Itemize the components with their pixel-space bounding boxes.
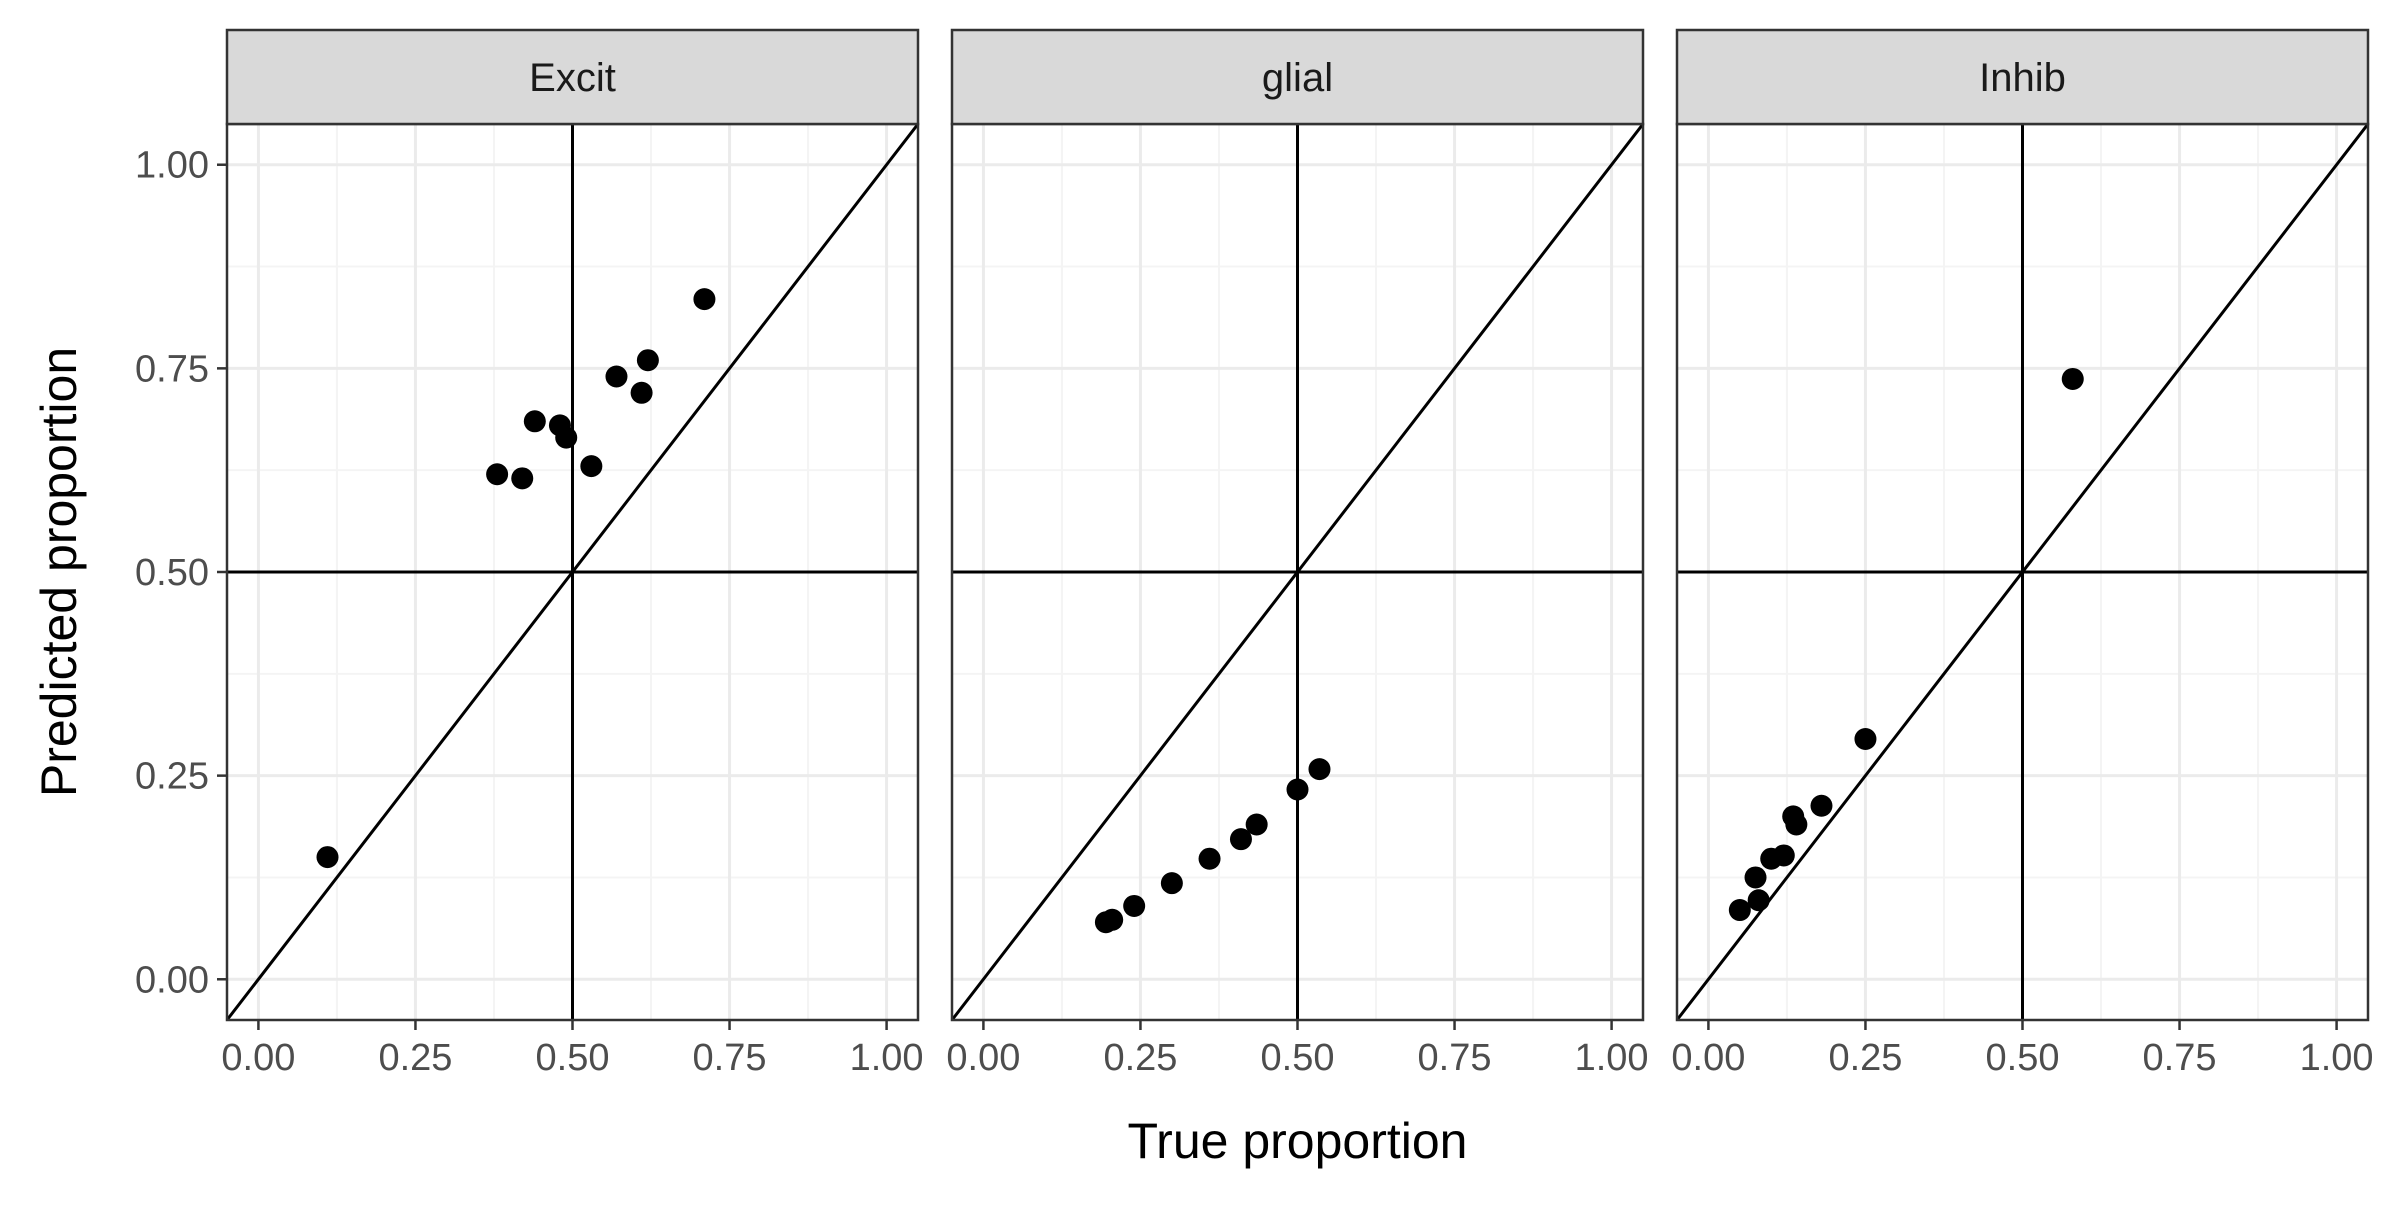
x-tick-label: 1.00 <box>850 1037 924 1079</box>
x-tick-label: 0.50 <box>536 1037 610 1079</box>
data-point-glial-3 <box>1123 894 1146 917</box>
facet-strip-inhib <box>1675 28 2370 126</box>
y-axis-title: Predicted proportion <box>31 347 87 797</box>
data-point-excit-8 <box>605 365 628 388</box>
data-point-glial-6 <box>1229 828 1252 851</box>
data-point-glial-5 <box>1198 847 1221 870</box>
data-point-glial-4 <box>1160 872 1183 895</box>
facet-strip-glial <box>950 28 1645 126</box>
data-point-excit-2 <box>486 463 509 486</box>
y-tick-label: 0.00 <box>135 959 209 1001</box>
identity-line <box>225 123 920 1021</box>
x-tick-label: 0.00 <box>946 1037 1020 1079</box>
x-tick-label: 1.00 <box>1575 1037 1649 1079</box>
y-tick-label: 0.75 <box>135 348 209 390</box>
data-point-excit-6 <box>555 426 578 449</box>
identity-line <box>1675 123 2370 1021</box>
data-point-glial-7 <box>1245 813 1268 836</box>
facet-strip-excit <box>225 28 920 126</box>
data-point-inhib-3 <box>1747 889 1770 912</box>
x-tick-label: 0.75 <box>1418 1037 1492 1079</box>
data-point-inhib-7 <box>1785 813 1808 836</box>
facet-strip-label-excit: Excit <box>529 56 616 100</box>
data-point-inhib-5 <box>1772 844 1795 867</box>
data-point-inhib-9 <box>1854 727 1877 750</box>
data-point-inhib-10 <box>2061 367 2084 390</box>
data-point-inhib-1 <box>1728 899 1751 922</box>
data-point-inhib-8 <box>1810 794 1833 817</box>
data-point-excit-7 <box>580 455 603 478</box>
data-point-excit-10 <box>636 349 659 372</box>
data-point-excit-4 <box>523 410 546 433</box>
x-tick-label: 0.25 <box>1828 1037 1902 1079</box>
x-axis-title: True proportion <box>1128 1113 1468 1169</box>
data-point-excit-11 <box>693 288 716 311</box>
x-tick-label: 0.50 <box>1261 1037 1335 1079</box>
y-tick-label: 1.00 <box>135 145 209 187</box>
data-point-excit-9 <box>630 381 653 404</box>
x-tick-label: 1.00 <box>2300 1037 2374 1079</box>
y-tick-label: 0.25 <box>135 756 209 798</box>
x-tick-label: 0.75 <box>2143 1037 2217 1079</box>
data-point-glial-9 <box>1308 758 1331 781</box>
x-tick-label: 0.25 <box>378 1037 452 1079</box>
x-tick-label: 0.25 <box>1103 1037 1177 1079</box>
x-tick-label: 0.50 <box>1986 1037 2060 1079</box>
facet-strip-label-glial: glial <box>1262 56 1333 100</box>
data-point-excit-1 <box>316 846 339 869</box>
facet-strip-label-inhib: Inhib <box>1979 56 2066 100</box>
x-tick-label: 0.00 <box>1671 1037 1745 1079</box>
data-point-inhib-2 <box>1744 866 1767 889</box>
y-tick-label: 0.50 <box>135 552 209 594</box>
data-point-excit-3 <box>511 467 534 490</box>
data-point-glial-8 <box>1286 778 1309 801</box>
identity-line <box>950 123 1645 1021</box>
x-tick-label: 0.75 <box>693 1037 767 1079</box>
data-point-glial-2 <box>1101 908 1124 931</box>
x-tick-label: 0.00 <box>221 1037 295 1079</box>
